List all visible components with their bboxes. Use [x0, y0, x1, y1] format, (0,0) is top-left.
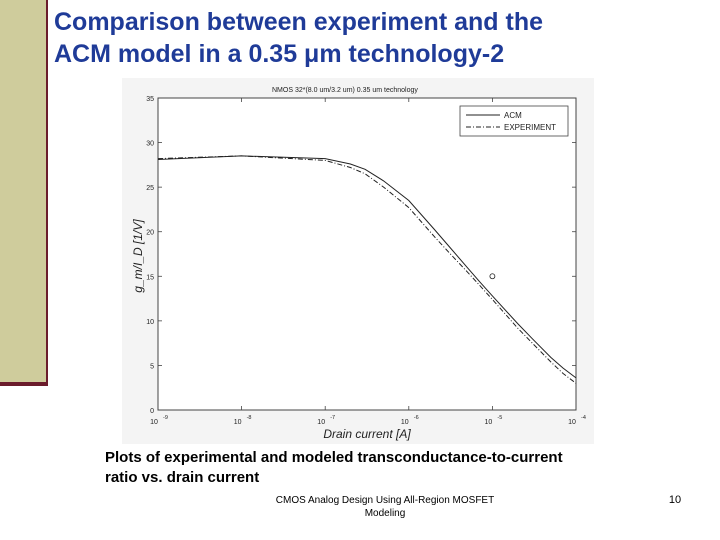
y-axis: 0 5 10 15 20 25 30 35 — [146, 96, 576, 415]
x-tick-label: 10 — [568, 419, 576, 426]
plot-area — [157, 97, 577, 411]
chart-title: NMOS 32*(8.0 um/3.2 um) 0.35 um technolo… — [272, 87, 418, 94]
y-tick-label: 5 — [150, 363, 154, 370]
y-axis-label: g_m/I_D [1/V] — [131, 219, 145, 293]
x-tick-exponent: -9 — [163, 415, 168, 421]
side-decoration-rule-horizontal — [0, 382, 48, 386]
slide-title: Comparison between experiment and the AC… — [54, 6, 714, 70]
legend-label-experiment: EXPERIMENT — [504, 123, 556, 132]
page-number: 10 — [668, 494, 682, 506]
x-tick-exponent: -8 — [247, 415, 252, 421]
slide-title-line-1: Comparison between experiment and the — [54, 8, 543, 36]
y-tick-label: 35 — [146, 96, 154, 103]
figure-caption-line-2: ratio vs. drain current — [105, 469, 260, 486]
y-tick-label: 25 — [146, 185, 154, 192]
slide-footer: CMOS Analog Design Using All-Region MOSF… — [250, 494, 520, 520]
slide-title-line-2: ACM model in a 0.35 μm technology-2 — [54, 40, 505, 68]
x-tick-label: 10 — [317, 419, 325, 426]
y-tick-label: 0 — [150, 408, 154, 415]
chart-container: NMOS 32*(8.0 um/3.2 um) 0.35 um technolo… — [122, 78, 594, 444]
slide-footer-line-1: CMOS Analog Design Using All-Region MOSF… — [275, 495, 495, 506]
x-tick-label: 10 — [150, 419, 158, 426]
x-tick-exponent: -6 — [414, 415, 419, 421]
series-line-experiment — [157, 155, 577, 384]
x-tick-label: 10 — [401, 419, 409, 426]
figure-caption: Plots of experimental and modeled transc… — [105, 448, 675, 488]
side-decoration-rule-vertical — [46, 0, 48, 386]
side-decoration-bar — [0, 0, 46, 384]
x-tick-label: 10 — [234, 419, 242, 426]
series-line-acm — [157, 155, 577, 379]
data-marker — [489, 273, 496, 280]
slide-footer-line-2: Modeling — [364, 508, 406, 519]
x-tick-exponent: -4 — [581, 415, 586, 421]
y-tick-label: 20 — [146, 230, 154, 237]
series-layer — [157, 155, 577, 384]
x-tick-exponent: -5 — [497, 415, 502, 421]
legend-box — [459, 105, 569, 137]
gm-id-chart: NMOS 32*(8.0 um/3.2 um) 0.35 um technolo… — [122, 78, 594, 444]
x-axis: 10 -9 10 -8 10 -7 10 -6 10 -5 10 -4 — [150, 98, 586, 426]
y-tick-label: 30 — [146, 141, 154, 148]
marker-layer — [489, 273, 496, 280]
chart-legend: ACM EXPERIMENT — [459, 105, 569, 137]
y-tick-label: 10 — [146, 319, 154, 326]
x-tick-label: 10 — [485, 419, 493, 426]
figure-caption-line-1: Plots of experimental and modeled transc… — [105, 449, 563, 466]
y-tick-label: 15 — [146, 274, 154, 281]
x-tick-exponent: -7 — [330, 415, 335, 421]
legend-label-acm: ACM — [504, 111, 522, 120]
x-axis-label: Drain current [A] — [323, 427, 411, 441]
